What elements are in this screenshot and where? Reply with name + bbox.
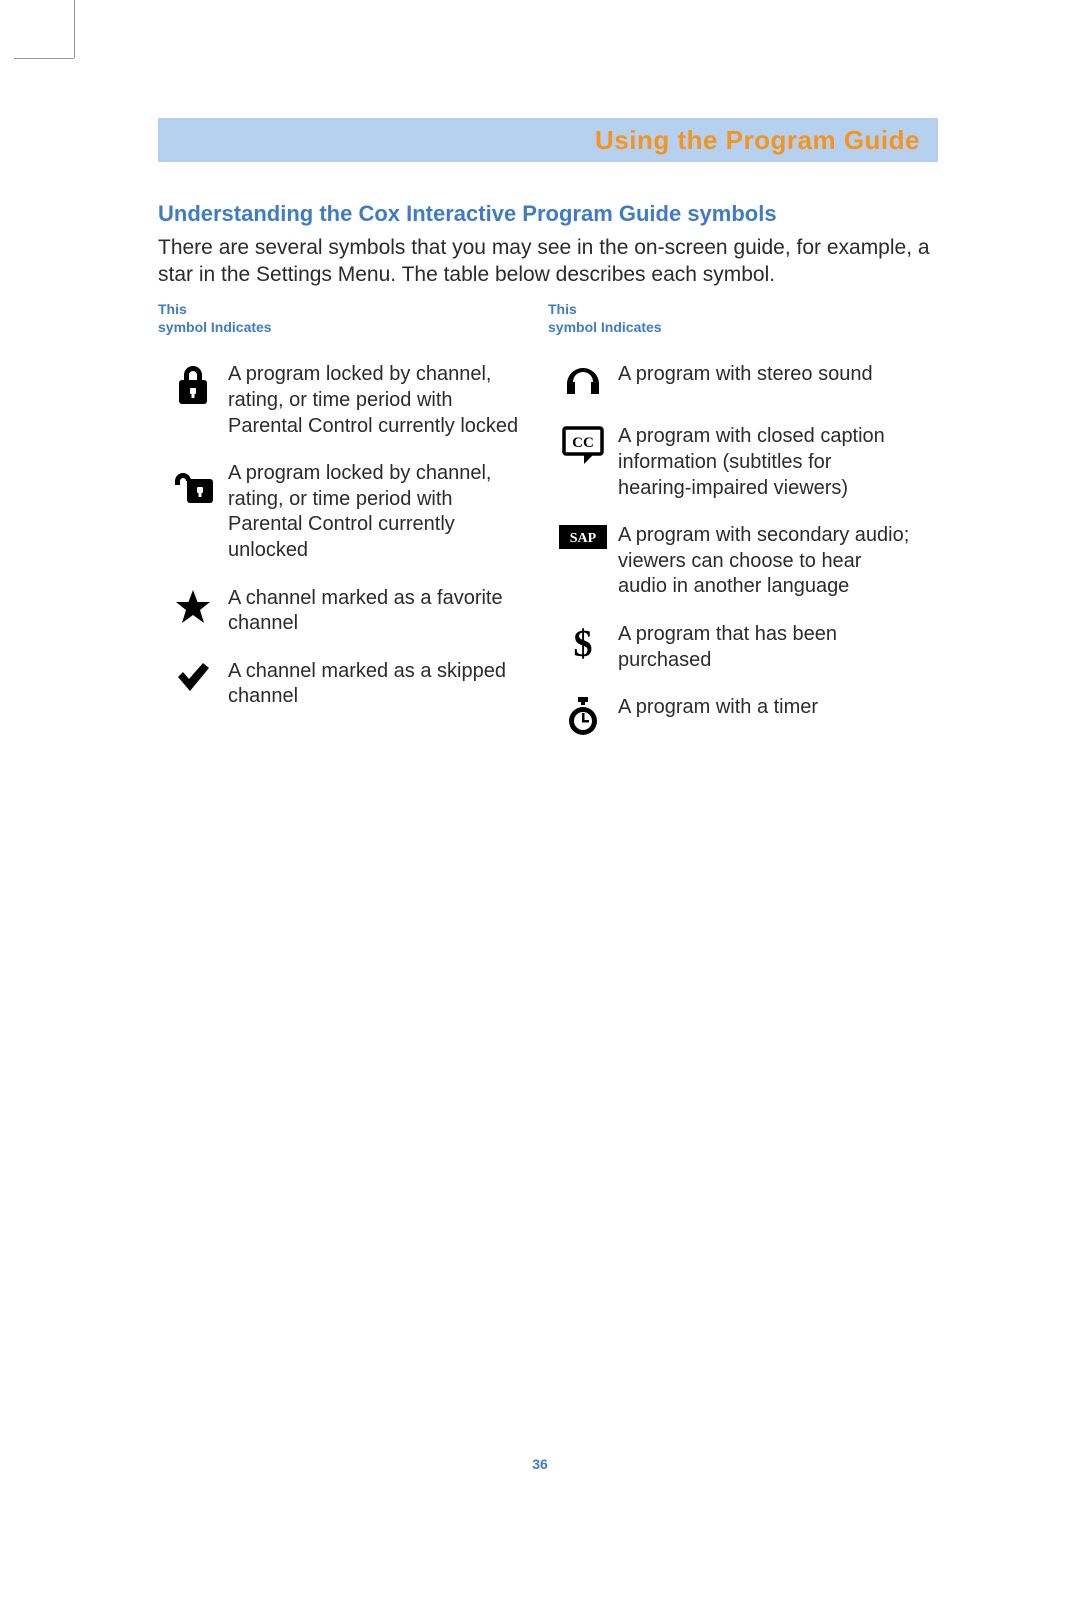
icon-cell [158, 362, 228, 406]
col-header-left: This symbol Indicates [158, 300, 548, 336]
symbol-desc: A program with closed caption informatio… [618, 424, 938, 501]
symbol-row: CC A program with closed caption informa… [548, 424, 938, 501]
col-header-line2: symbol Indicates [158, 319, 272, 335]
icon-cell [158, 659, 228, 693]
symbol-desc: A program locked by channel, rating, or … [228, 461, 548, 563]
symbol-desc: A program locked by channel, rating, or … [228, 362, 548, 439]
lock-open-icon [171, 463, 215, 505]
symbol-row: A program locked by channel, rating, or … [158, 362, 548, 439]
icon-cell: CC [548, 424, 618, 466]
check-icon [175, 661, 211, 693]
lock-closed-icon [175, 364, 211, 406]
col-header-right: This symbol Indicates [548, 300, 938, 336]
col-header-line2: symbol Indicates [548, 319, 662, 335]
col-header-line1: This [548, 301, 577, 317]
star-icon [174, 588, 212, 626]
symbol-row: A program locked by channel, rating, or … [158, 461, 548, 563]
sap-label: SAP [570, 531, 597, 546]
symbol-columns: This symbol Indicates A program locked b… [158, 300, 938, 759]
symbol-row: $ A program that has been purchased [548, 622, 938, 673]
left-column: This symbol Indicates A program locked b… [158, 300, 548, 759]
sap-icon: SAP [559, 525, 607, 549]
symbol-row: A program with stereo sound [548, 362, 938, 402]
symbol-row: A program with a timer [548, 695, 938, 737]
symbol-desc: A program with stereo sound [618, 362, 901, 388]
timer-icon [566, 697, 600, 737]
headphones-icon [563, 364, 603, 402]
col-header-line1: This [158, 301, 187, 317]
icon-cell: SAP [548, 523, 618, 549]
dollar-icon: $ [570, 624, 596, 664]
subheading: Understanding the Cox Interactive Progra… [158, 200, 938, 228]
symbol-desc: A channel marked as a favorite channel [228, 586, 548, 637]
symbol-desc: A program with secondary audio; viewers … [618, 523, 938, 600]
page-number: 36 [0, 1456, 1080, 1472]
symbol-desc: A program with a timer [618, 695, 846, 721]
icon-cell [158, 461, 228, 505]
cc-icon: CC [562, 426, 604, 466]
banner-title: Using the Program Guide [595, 125, 920, 156]
symbol-desc: A channel marked as a skipped channel [228, 659, 548, 710]
icon-cell [548, 362, 618, 402]
svg-text:CC: CC [572, 435, 594, 451]
symbol-desc: A program that has been purchased [618, 622, 938, 673]
section-banner: Using the Program Guide [158, 118, 938, 162]
icon-cell [548, 695, 618, 737]
symbol-row: A channel marked as a favorite channel [158, 586, 548, 637]
intro-text: There are several symbols that you may s… [158, 234, 938, 289]
svg-text:$: $ [574, 624, 593, 664]
symbol-row: SAP A program with secondary audio; view… [548, 523, 938, 600]
page-content: Using the Program Guide Understanding th… [158, 118, 938, 759]
right-column: This symbol Indicates A program with ste… [548, 300, 938, 759]
symbol-row: A channel marked as a skipped channel [158, 659, 548, 710]
icon-cell: $ [548, 622, 618, 664]
icon-cell [158, 586, 228, 626]
